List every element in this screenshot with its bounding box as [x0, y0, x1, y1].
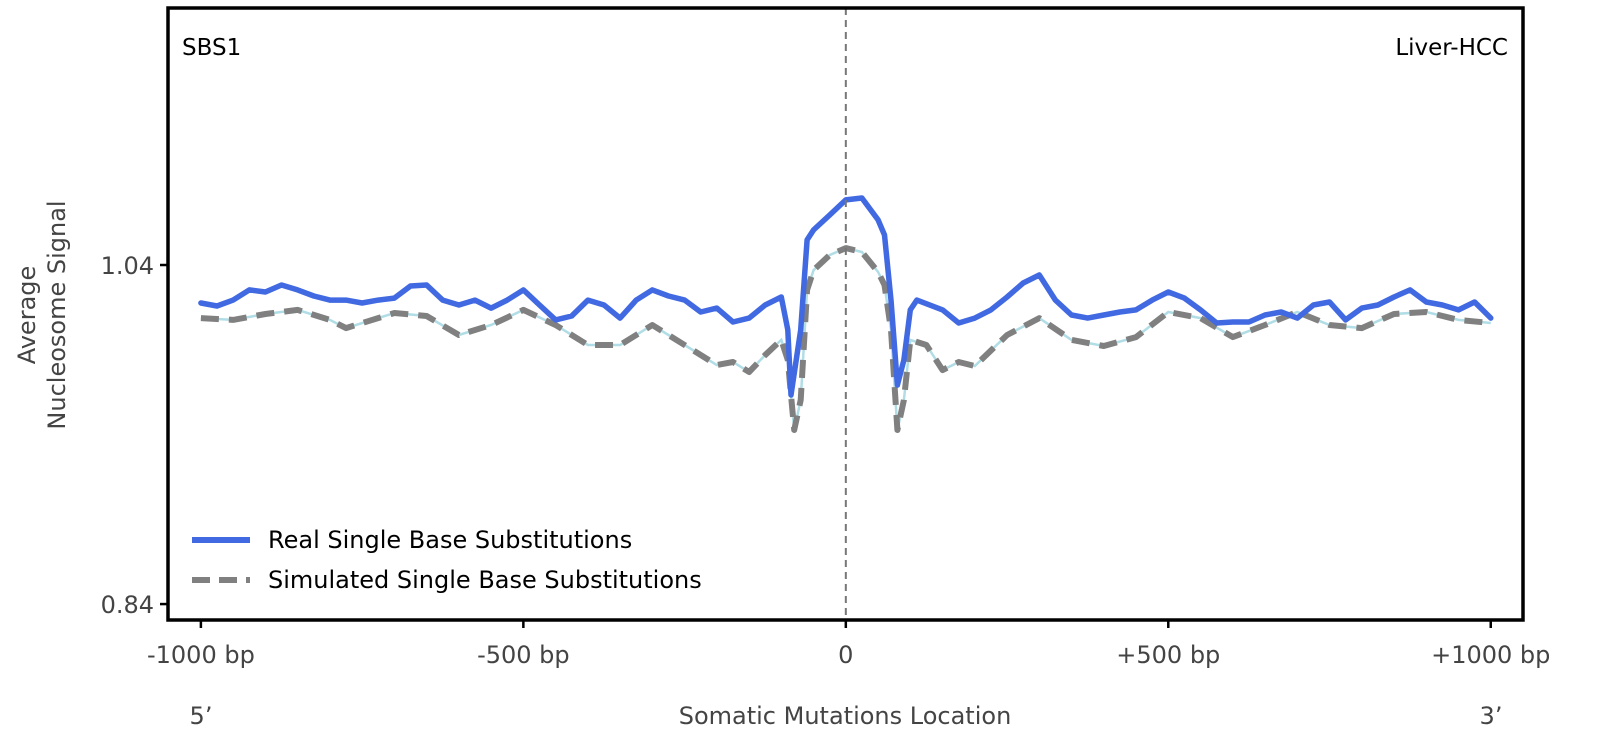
x-tick-label: -500 bp — [477, 641, 570, 669]
legend-simulated-label: Simulated Single Base Substitutions — [268, 566, 702, 594]
legend: Real Single Base Substitutions Simulated… — [192, 526, 702, 594]
x-tick-label: 0 — [838, 641, 853, 669]
real-series-line — [198, 195, 1494, 398]
y-tick-label: 0.84 — [101, 591, 154, 619]
y-tick-label: 1.04 — [101, 252, 154, 280]
y-axis: 1.04 0.84 — [101, 252, 168, 619]
legend-real-label: Real Single Base Substitutions — [268, 526, 632, 554]
y-axis-label: Average Nucleosome Signal — [13, 200, 71, 429]
tissue-label: Liver-HCC — [1395, 35, 1508, 61]
y-axis-label-line1: Average — [13, 266, 41, 365]
x-axis: -1000 bp -500 bp 0 +500 bp +1000 bp — [147, 620, 1550, 669]
signature-label: SBS1 — [182, 35, 241, 61]
three-prime-label: 3’ — [1480, 702, 1503, 730]
x-tick-label: -1000 bp — [147, 641, 255, 669]
x-axis-label: Somatic Mutations Location — [679, 702, 1012, 730]
five-prime-label: 5’ — [190, 702, 213, 730]
x-tick-label: +500 bp — [1116, 641, 1220, 669]
x-tick-label: +1000 bp — [1431, 641, 1550, 669]
y-axis-label-line2: Nucleosome Signal — [43, 200, 71, 429]
